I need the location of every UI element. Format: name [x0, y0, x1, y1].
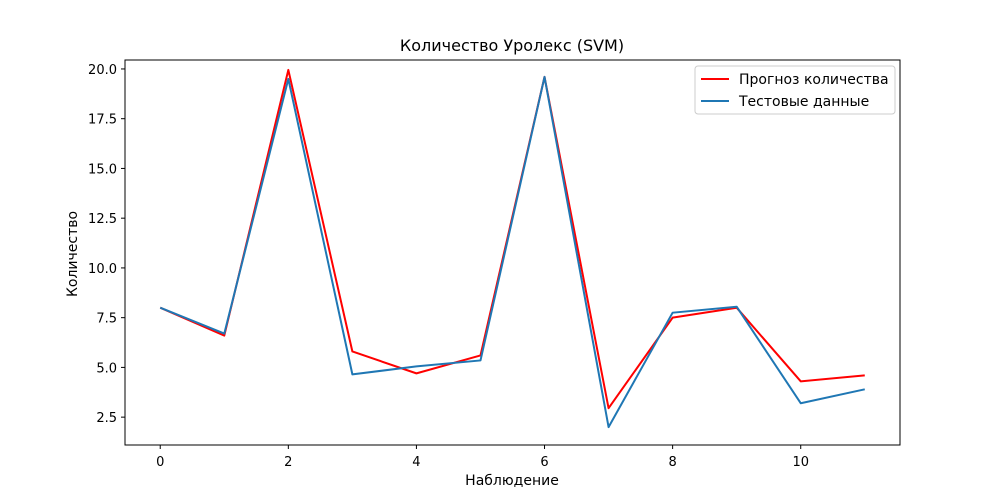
legend: Прогноз количества Тестовые данные: [694, 65, 896, 115]
y-tick-label: 7.5: [96, 312, 117, 327]
x-tick-label: 4: [412, 455, 420, 470]
x-axis-label: Наблюдение: [465, 473, 559, 489]
x-tick-label: 6: [540, 455, 548, 470]
x-tick-label: 10: [792, 455, 809, 470]
y-axis: 2.5 5.0 7.5 10.0 12.5 15.0 17.5 20.0: [88, 63, 125, 426]
chart-title: Количество Уролекс (SVM): [400, 36, 624, 55]
x-tick-label: 0: [156, 455, 164, 470]
y-tick-label: 15.0: [88, 162, 117, 177]
y-tick-label: 12.5: [88, 212, 117, 227]
x-tick-label: 8: [668, 455, 676, 470]
legend-box: [694, 65, 896, 115]
y-axis-label: Количество: [65, 211, 81, 297]
series-layer: [159, 68, 865, 429]
y-tick-label: 10.0: [88, 262, 117, 277]
x-tick-label: 2: [284, 455, 292, 470]
legend-label-2: Тестовые данные: [738, 94, 869, 110]
series-line-2: [159, 75, 865, 429]
y-tick-label: 2.5: [96, 411, 117, 426]
y-tick-label: 20.0: [88, 63, 117, 78]
x-axis: 0 2 4 6 8 10: [156, 445, 809, 470]
y-tick-label: 5.0: [96, 361, 117, 376]
legend-label-1: Прогноз количества: [739, 72, 889, 88]
axes-frame: [124, 59, 901, 446]
y-tick-label: 17.5: [88, 113, 117, 128]
